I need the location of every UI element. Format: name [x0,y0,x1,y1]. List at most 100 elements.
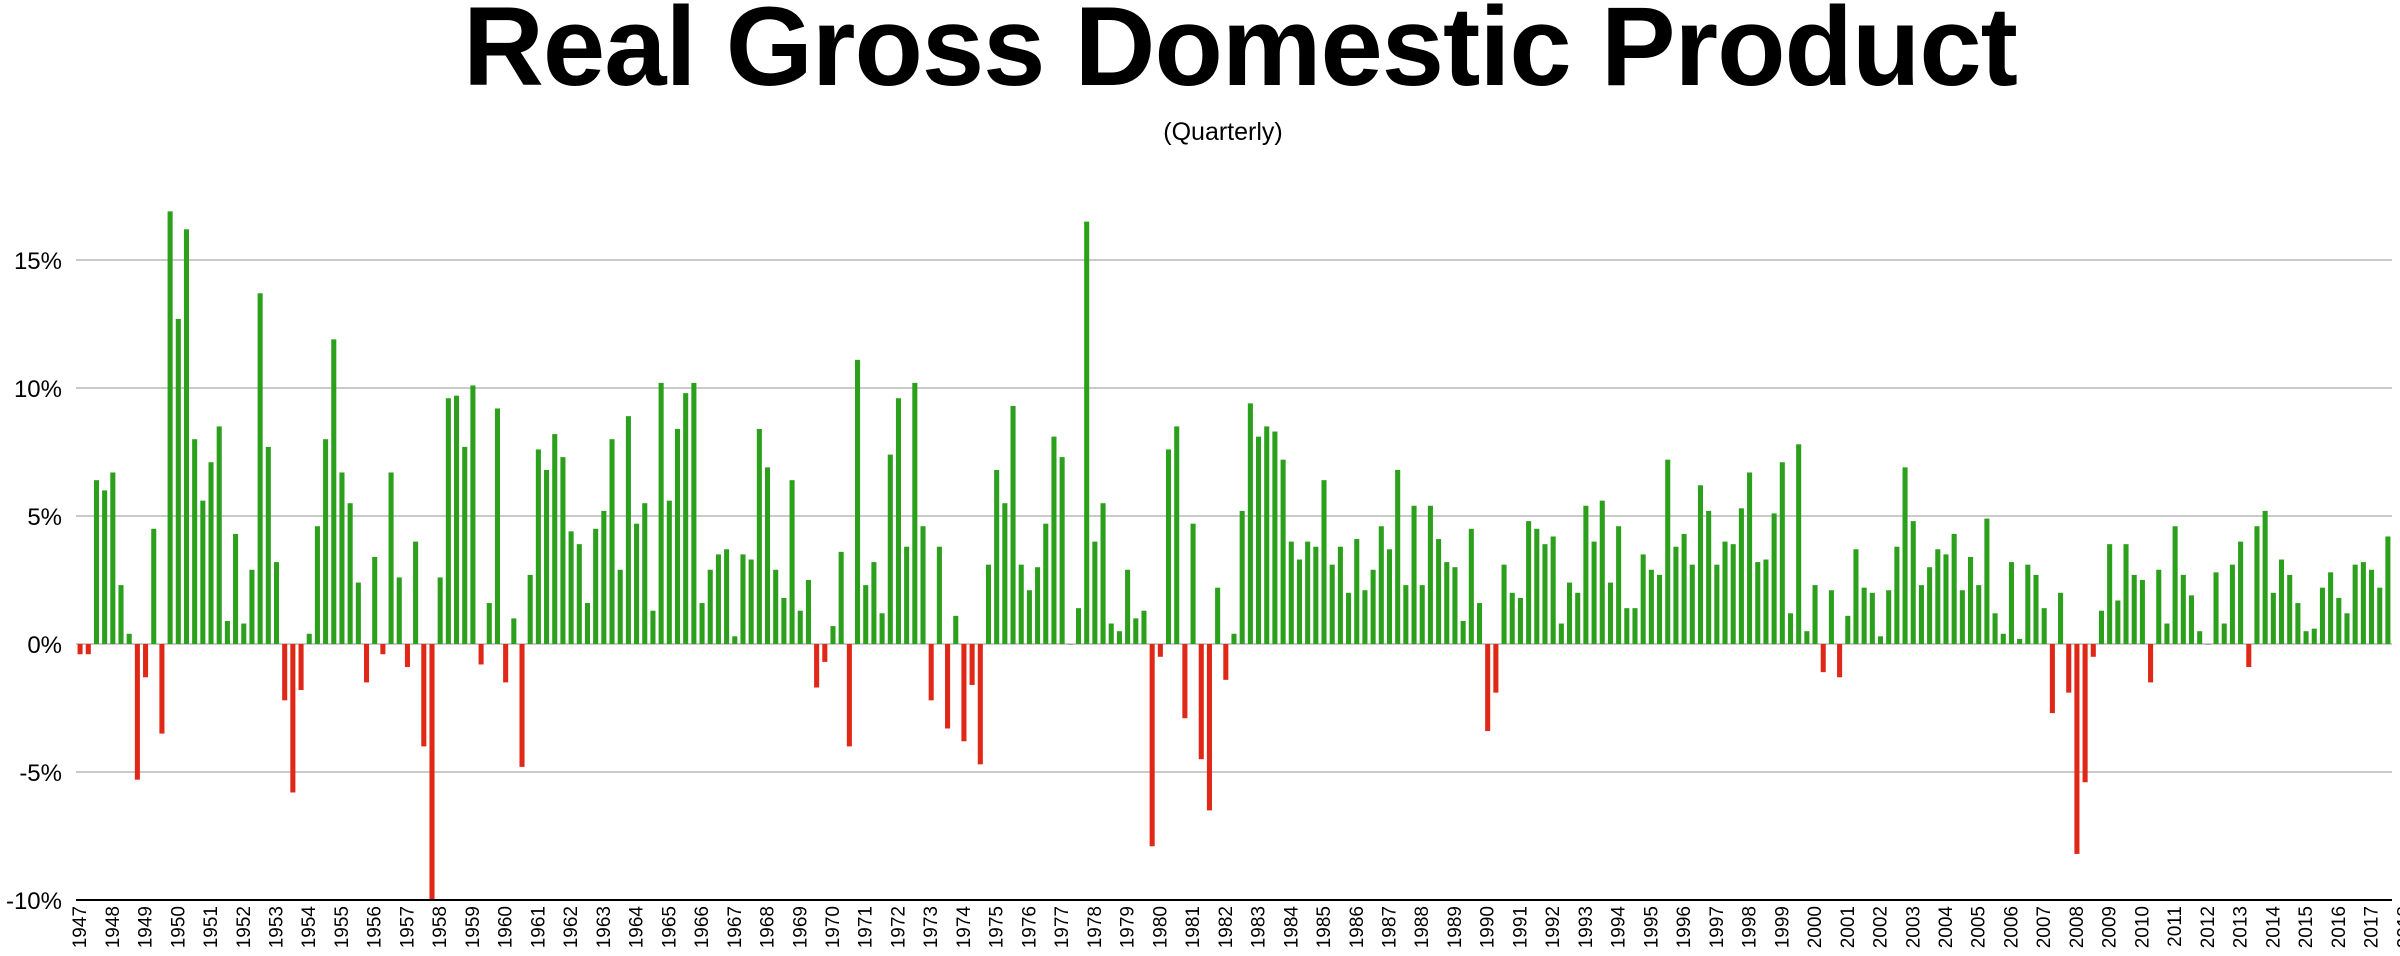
x-tick-label: 1972 [888,906,909,948]
gdp-bar [2082,644,2088,783]
x-tick-label: 1978 [1085,906,1106,948]
gdp-bar [535,449,541,644]
gdp-bar [478,644,484,665]
gdp-bar [1779,462,1785,644]
gdp-bar [838,551,844,644]
gdp-bar [2205,644,2211,645]
gdp-bar [1125,569,1131,644]
gdp-bar [1747,472,1753,644]
gdp-bar [1108,623,1114,644]
x-tick-label: 1976 [1019,906,1040,948]
gdp-bar [1067,644,1073,645]
gdp-bar [183,229,190,644]
gdp-bar [1411,505,1417,644]
gdp-bar [2049,644,2055,714]
x-tick-label: 1968 [758,906,779,948]
x-tick-label: 2018 [2394,906,2400,948]
gdp-bar [1313,546,1319,644]
gdp-bar [1370,569,1376,644]
gdp-bar [961,644,967,742]
x-tick-label: 1971 [856,906,877,948]
gdp-bar [928,644,934,701]
gdp-bar [1869,592,1875,644]
x-tick-label: 1988 [1412,906,1433,948]
gdp-bar [486,603,492,644]
gdp-bar [560,457,566,644]
gdp-bar [1984,518,1990,644]
gdp-bar [2287,574,2293,644]
gdp-bar [2017,638,2023,644]
gdp-bar [2008,562,2014,644]
gdp-bar [2360,562,2366,644]
gdp-bar [1894,546,1900,644]
gdp-bar [1591,541,1597,644]
gdp-bar [822,644,828,662]
x-tick-label: 1993 [1576,906,1597,948]
gdp-bar [2041,608,2047,644]
gdp-bar [2238,541,2244,644]
gdp-bar [1231,633,1237,644]
x-tick-label: 1970 [823,906,844,948]
bars [77,211,2391,900]
gdp-bar [2344,613,2350,644]
gdp-bar [1256,436,1262,644]
gdp-bar [306,633,312,644]
gdp-bar [1599,500,1605,644]
gdp-bar [102,490,108,644]
gdp-bar [2369,569,2375,644]
gdp-bar [568,531,574,644]
gdp-bar [445,398,451,644]
gdp-bar [1247,403,1253,644]
gdp-bar [544,469,550,644]
gdp-bar [1796,444,1802,644]
gdp-bar [1346,592,1352,644]
x-tick-label: 1964 [627,906,648,949]
gdp-bar [2156,569,2162,644]
gdp-bar [2180,574,2186,644]
gdp-bar [740,554,746,644]
gdp-bar [1558,623,1564,644]
x-tick-label: 1965 [659,906,680,948]
gdp-bar [552,434,558,644]
x-tick-label: 1953 [267,906,288,948]
gdp-bar [1845,615,1851,644]
gdp-bar [1526,521,1532,644]
gdp-bar [2328,572,2334,644]
gdp-bar [494,408,500,644]
gdp-bar [855,359,861,644]
gdp-bar [1444,562,1450,644]
gdp-bar [1681,533,1687,644]
gdp-bar [773,569,779,644]
gdp-bar [1567,582,1573,644]
gdp-bar [323,439,329,644]
gdp-bar [1968,556,1974,644]
x-tick-label: 1962 [561,906,582,948]
gdp-bar [1035,567,1041,644]
x-tick-label: 2012 [2198,906,2219,948]
gdp-bar [1951,533,1957,644]
gdp-bar [1755,562,1761,644]
gdp-bar [1059,457,1065,644]
gdp-bar [1706,510,1712,644]
gdp-bar [2172,526,2178,644]
gdp-bar [85,644,91,655]
gdp-bar [1910,521,1916,644]
gdp-bar [363,644,370,683]
gdp-bar [1182,644,1188,719]
gdp-bar [2352,564,2358,644]
gdp-bar [2074,644,2080,854]
gdp-bar [1174,426,1180,644]
x-tick-label: 1973 [921,906,942,948]
gdp-bar [1280,459,1286,644]
gdp-bar [1689,564,1695,644]
x-tick-label: 1994 [1609,906,1630,949]
gdp-bar [2139,580,2145,644]
x-tick-label: 1949 [136,906,157,948]
gdp-bar [339,472,345,644]
gdp-bar [1288,541,1294,644]
gdp-bar [249,569,255,644]
gdp-bar [1517,597,1523,644]
gdp-bar [1452,567,1458,644]
gdp-bar [1828,590,1834,644]
gdp-bar [2213,572,2219,644]
